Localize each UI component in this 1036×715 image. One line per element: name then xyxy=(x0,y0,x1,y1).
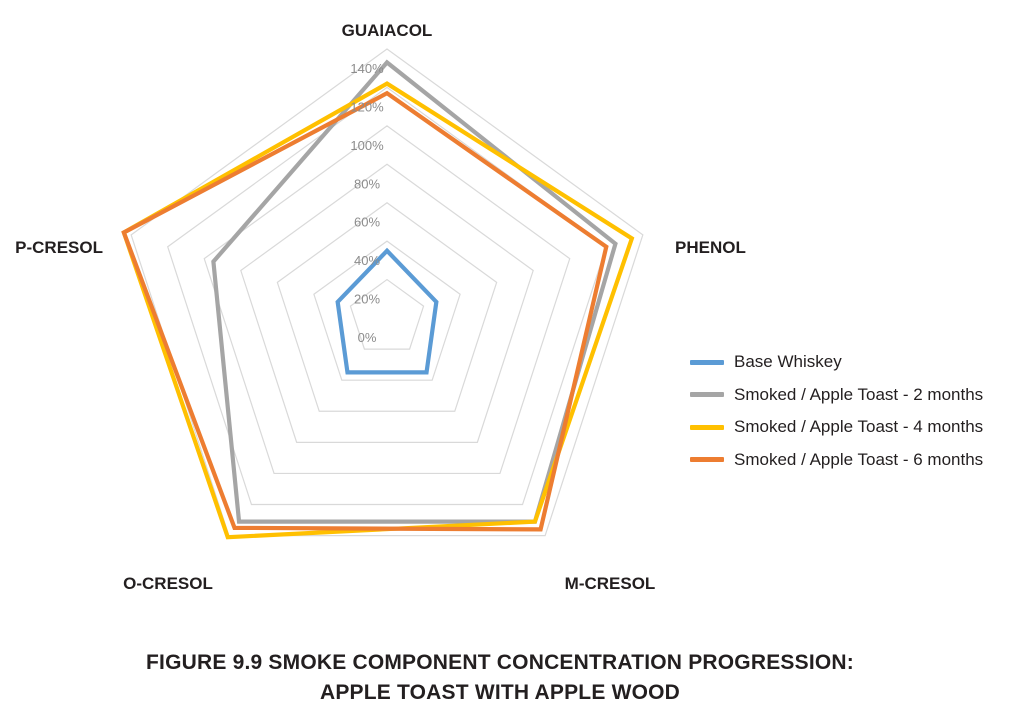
tick-label: 80% xyxy=(354,176,380,191)
legend-swatch xyxy=(690,392,724,398)
caption-line-1: FIGURE 9.9 SMOKE COMPONENT CONCENTRATION… xyxy=(146,651,854,674)
legend-label: Base Whiskey xyxy=(734,352,842,372)
axis-label-o-cresol: O-CRESOL xyxy=(123,574,213,593)
radar-series xyxy=(121,59,635,540)
legend: Base Whiskey Smoked / Apple Toast - 2 mon… xyxy=(690,346,983,476)
grid-ring xyxy=(276,201,498,412)
tick-label: 40% xyxy=(354,253,380,268)
series-line-smoked-apple-toast-6-months xyxy=(121,90,609,532)
radar-tick-labels: 0% 20% 40% 60% 80% 100% 120% 140% xyxy=(350,61,384,345)
legend-item: Smoked / Apple Toast - 4 months xyxy=(690,411,983,444)
legend-label: Smoked / Apple Toast - 4 months xyxy=(734,417,984,437)
tick-label: 60% xyxy=(354,215,380,230)
legend-item: Smoked / Apple Toast - 2 months xyxy=(690,379,983,412)
axis-label-guaiacol: GUAIACOL xyxy=(342,21,433,40)
tick-label: 120% xyxy=(350,99,384,114)
legend-item: Base Whiskey xyxy=(690,346,983,379)
grid-ring xyxy=(349,278,425,350)
legend-label: Smoked / Apple Toast - 6 months xyxy=(734,449,984,469)
tick-label: 140% xyxy=(350,61,384,76)
figure-caption: FIGURE 9.9 SMOKE COMPONENT CONCENTRATION… xyxy=(0,648,1000,708)
series-line-base-whiskey xyxy=(335,247,439,375)
tick-label: 100% xyxy=(350,138,384,153)
legend-swatch xyxy=(690,359,724,365)
grid-ring xyxy=(240,163,534,443)
legend-item: Smoked / Apple Toast - 6 months xyxy=(690,444,983,477)
legend-swatch xyxy=(690,424,724,430)
grid-ring xyxy=(313,240,461,381)
legend-label: Smoked / Apple Toast - 2 months xyxy=(734,384,984,404)
tick-label: 20% xyxy=(354,292,380,307)
caption-line-2: APPLE TOAST WITH APPLE WOOD xyxy=(319,681,681,704)
series-line-smoked-apple-toast-2-months xyxy=(211,59,618,524)
legend-swatch xyxy=(690,457,724,463)
grid-ring xyxy=(203,125,571,475)
axis-label-m-cresol: M-CRESOL xyxy=(565,574,656,593)
axis-label-phenol: PHENOL xyxy=(675,238,746,257)
radar-axis-labels: GUAIACOL PHENOL M-CRESOL O-CRESOL P-CRESOL xyxy=(15,21,746,593)
tick-label: 0% xyxy=(358,330,377,345)
axis-label-p-cresol: P-CRESOL xyxy=(15,238,103,257)
radar-chart: 0% 20% 40% 60% 80% 100% 120% 140% GUAIACOL PHENO… xyxy=(15,21,746,593)
